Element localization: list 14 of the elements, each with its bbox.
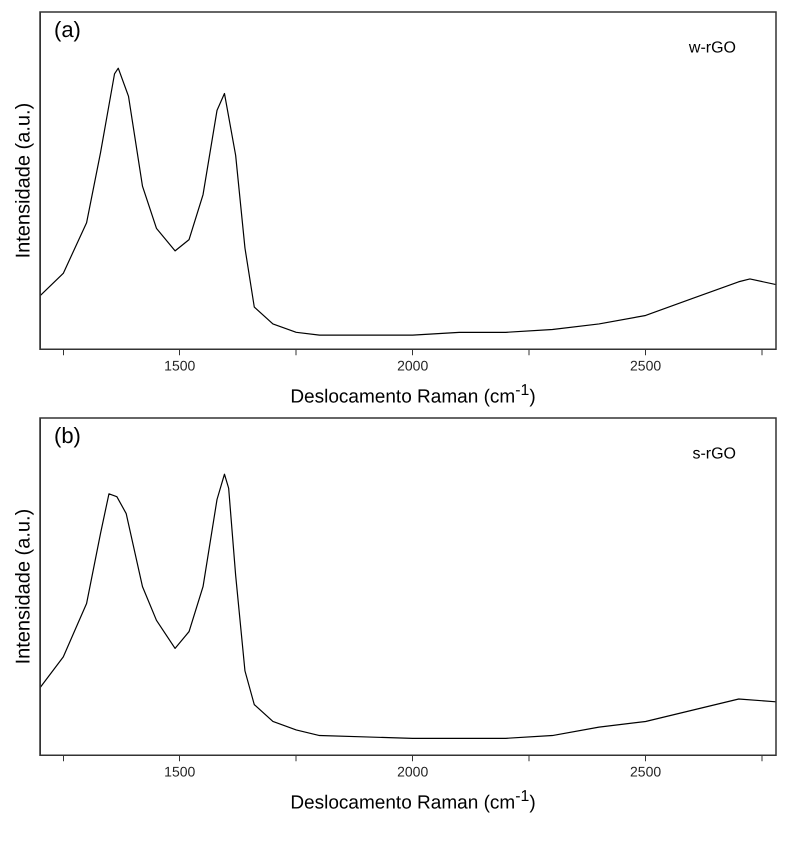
x-tick-label: 2500 [630, 357, 662, 374]
x-tick-label: 2500 [630, 764, 662, 780]
text: (b) [54, 423, 81, 448]
x-axis-title: Deslocamento Raman (cm$^{-1}$) [289, 381, 537, 410]
x-tick-label: 2000 [397, 357, 428, 374]
text: (a) [54, 17, 81, 42]
x-tick-label: 1500 [164, 764, 196, 780]
y-axis-title: Intensidade (a.u.) [12, 509, 35, 665]
x-tick-label: 1500 [164, 357, 196, 374]
text: s-rGO [692, 446, 736, 463]
y-axis-title: Intensidade (a.u.) [12, 102, 35, 258]
x-tick-label: 2000 [397, 764, 428, 780]
x-axis-title: Deslocamento Raman (cm$^{-1}$) [289, 787, 537, 816]
text: w-rGO [688, 39, 736, 56]
